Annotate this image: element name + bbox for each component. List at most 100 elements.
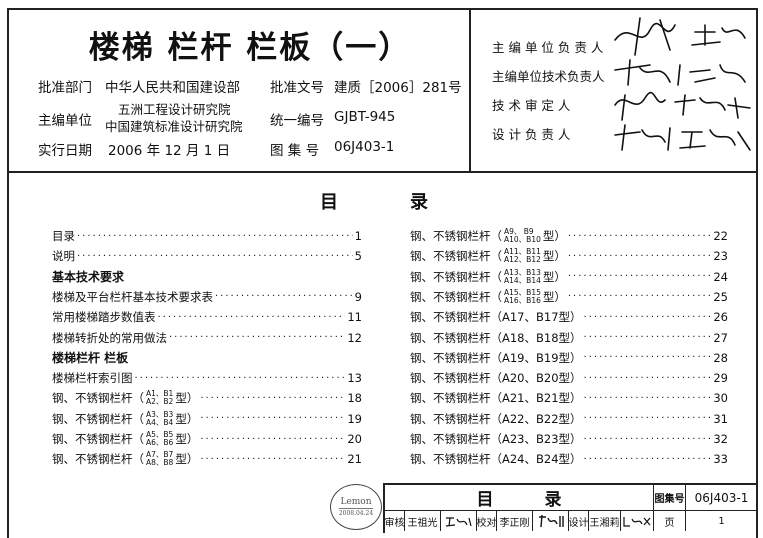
toc-entry-type-codes: A5、B5 A6、B6: [146, 431, 173, 447]
toc-entry-page: 13: [347, 371, 362, 386]
toc-entry[interactable]: 楼梯转折处的常用做法 12: [52, 329, 362, 347]
toc-entry-suffix: 型）: [542, 229, 566, 243]
editor-1: 五洲工程设计研究院: [118, 102, 231, 117]
toc-entry-text: 钢、不锈钢栏杆（: [410, 269, 502, 284]
toc-entry-text: 楼梯栏杆 栏板: [52, 351, 129, 366]
toc-section-heading: 基本技术要求: [52, 268, 362, 286]
toc-entry-page: 9: [354, 289, 362, 304]
toc-entry-page: 11: [347, 310, 362, 325]
toc-entry[interactable]: 钢、不锈钢栏杆（A20、B20型） 29: [410, 369, 728, 387]
toc-entry-text: 钢、不锈钢栏杆（A23、B23型）: [410, 432, 582, 446]
toc-entry-text: 钢、不锈钢栏杆（A17、B17型）: [410, 310, 582, 325]
leader-dots: [568, 291, 711, 302]
toc-entry-text: 基本技术要求: [52, 270, 125, 285]
checker-signature: [533, 511, 569, 531]
toc-entry-text: 常用楼梯踏步数值表: [52, 310, 156, 325]
toc-entry[interactable]: 钢、不锈钢栏杆（A17、B17型） 26: [410, 308, 728, 326]
toc-entry-text: 楼梯及平台栏杆基本技术要求表: [52, 289, 213, 304]
type-code-top: A15、B15: [504, 287, 541, 297]
leader-dots: [584, 454, 712, 465]
toc-entry-page: 31: [713, 411, 728, 426]
responsible-role-4: 设 计 负 责 人: [492, 127, 571, 142]
toc-entry-text: 钢、不锈钢栏杆（A20、B20型）: [410, 371, 582, 386]
type-code-bottom: A16、B16: [504, 295, 541, 305]
toc-entry[interactable]: 钢、不锈钢栏杆（A24、B24型） 33: [410, 450, 728, 468]
toc-entry-type-codes: A11、B11 A12、B12: [504, 248, 541, 264]
type-code-top: A3、B3: [146, 409, 174, 419]
leader-dots: [200, 413, 345, 424]
toc-entry-page: 5: [354, 249, 362, 264]
date-label: 实行日期: [38, 143, 92, 159]
title-block-title: 目 录: [385, 485, 654, 511]
toc-entry-text: 钢、不锈钢栏杆（A19、B19型）: [410, 350, 582, 365]
toc-entry[interactable]: 钢、不锈钢栏杆（A18、B18型） 27: [410, 329, 728, 347]
toc-entry[interactable]: 目录 1: [52, 227, 362, 245]
header-divider: [7, 171, 758, 173]
toc-entry-text: 钢、不锈钢栏杆（: [52, 432, 144, 446]
toc-entry-text: 钢、不锈钢栏杆（: [410, 249, 502, 264]
leader-dots: [568, 271, 711, 282]
toc-entry-page: 25: [713, 289, 728, 304]
toc-entry-page: 32: [713, 432, 728, 446]
toc-entry-page: 26: [713, 310, 728, 325]
toc-entry[interactable]: 钢、不锈钢栏杆（A22、B22型） 31: [410, 410, 728, 428]
toc-entry-page: 21: [347, 452, 362, 467]
unified-no-label: 统一编号: [270, 113, 324, 129]
toc-title-2: 录: [410, 192, 428, 213]
leader-dots: [584, 352, 712, 363]
approval-dept-label: 批准部门: [38, 80, 92, 96]
atlas-no-label: 图 集 号: [270, 143, 320, 159]
toc-title: 目录: [320, 188, 428, 214]
toc-entry-text: 钢、不锈钢栏杆（A24、B24型）: [410, 452, 582, 467]
toc-entry-page: 23: [713, 249, 728, 264]
leader-dots: [77, 251, 353, 262]
leader-dots: [135, 373, 346, 384]
toc-entry-text: 钢、不锈钢栏杆（A18、B18型）: [410, 330, 582, 345]
toc-entry[interactable]: 楼梯及平台栏杆基本技术要求表 9: [52, 288, 362, 306]
toc-entry-type-codes: A9、 B9 A10、B10: [504, 228, 541, 244]
toc-entry-text: 楼梯栏杆索引图: [52, 371, 133, 386]
toc-entry[interactable]: 钢、不锈钢栏杆（A19、B19型） 28: [410, 349, 728, 367]
leader-dots: [584, 373, 712, 384]
toc-entry[interactable]: 楼梯栏杆索引图 13: [52, 369, 362, 387]
toc-entry[interactable]: 钢、不锈钢栏杆（A21、B21型） 30: [410, 389, 728, 407]
toc-entry[interactable]: 常用楼梯踏步数值表 11: [52, 308, 362, 326]
type-code-bottom: A4、B4: [146, 417, 174, 427]
type-code-bottom: A2、B2: [146, 397, 174, 407]
leader-dots: [584, 393, 712, 404]
type-code-top: A1、B1: [146, 389, 174, 399]
leader-dots: [584, 312, 712, 323]
toc-entry-page: 29: [713, 371, 728, 386]
stamp-date: 2008.04.24: [338, 508, 374, 517]
editor-label: 主编单位: [38, 113, 92, 129]
type-code-top: A7、B7: [146, 450, 174, 460]
review-label: 审核: [385, 511, 405, 531]
toc-entry[interactable]: 钢、不锈钢栏杆（A23、B23型） 32: [410, 430, 728, 448]
toc-entry-text: 钢、不锈钢栏杆（: [410, 229, 502, 243]
toc-entry-type-codes: A3、B3 A4、B4: [146, 409, 174, 427]
leader-dots: [568, 251, 711, 262]
stamp: Lemon 2008.04.24: [330, 484, 382, 530]
leader-dots: [568, 231, 711, 242]
type-code-bottom: A8、B8: [146, 458, 174, 468]
toc-entry-text: 钢、不锈钢栏杆（: [52, 411, 144, 426]
toc-entry-type-codes: A13、B13 A14、B14: [504, 268, 541, 285]
approval-no: 建质［2006］281号: [334, 80, 462, 96]
title-block-atlas-no: 06J403-1: [686, 485, 758, 511]
stamp-text: Lemon: [340, 497, 372, 507]
leader-dots: [200, 434, 345, 445]
toc-entry-page: 20: [347, 432, 362, 446]
checker: 李正刚: [497, 511, 533, 531]
responsible-role-3: 技 术 审 定 人: [492, 98, 571, 113]
leader-dots: [200, 454, 345, 465]
toc-entry-text: 钢、不锈钢栏杆（: [52, 391, 144, 406]
toc-entry[interactable]: 说明 5: [52, 247, 362, 265]
